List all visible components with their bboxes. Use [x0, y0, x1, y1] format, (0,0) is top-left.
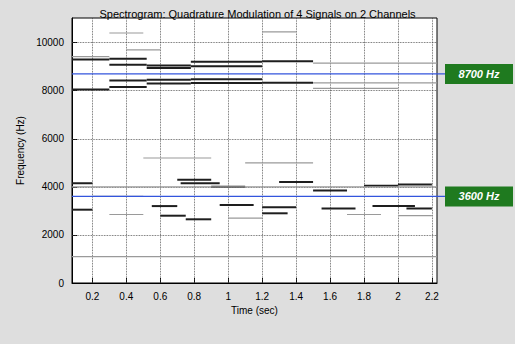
svg-text:2: 2: [395, 291, 401, 302]
svg-text:3600 Hz: 3600 Hz: [459, 190, 500, 202]
svg-text:8000: 8000: [42, 85, 65, 96]
svg-text:1.6: 1.6: [323, 291, 337, 302]
svg-text:2.2: 2.2: [425, 291, 439, 302]
svg-text:6000: 6000: [42, 133, 65, 144]
svg-text:0.8: 0.8: [187, 291, 201, 302]
svg-text:1.8: 1.8: [357, 291, 371, 302]
svg-text:Time (sec): Time (sec): [231, 305, 278, 316]
svg-text:0: 0: [58, 278, 64, 289]
svg-text:1: 1: [225, 291, 231, 302]
svg-text:4000: 4000: [42, 181, 65, 192]
svg-text:10000: 10000: [36, 37, 64, 48]
svg-text:Frequency (Hz): Frequency (Hz): [15, 116, 26, 185]
svg-text:0.4: 0.4: [119, 291, 133, 302]
svg-text:0.2: 0.2: [85, 291, 99, 302]
svg-text:8700 Hz: 8700 Hz: [459, 68, 500, 80]
svg-text:Spectrogram: Quadrature Modula: Spectrogram: Quadrature Modulation of 4 …: [99, 8, 416, 20]
svg-text:2000: 2000: [42, 229, 65, 240]
svg-text:1.2: 1.2: [255, 291, 269, 302]
svg-text:1.4: 1.4: [289, 291, 303, 302]
svg-text:0.6: 0.6: [153, 291, 167, 302]
